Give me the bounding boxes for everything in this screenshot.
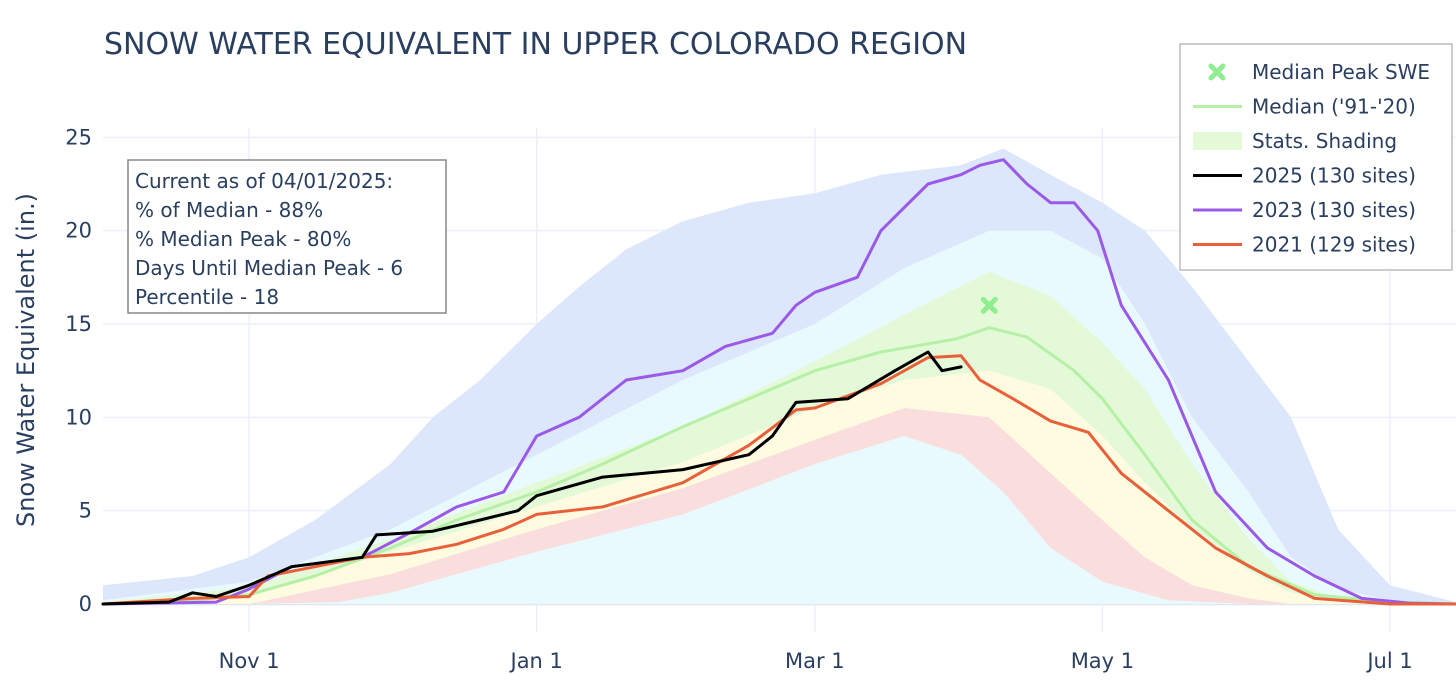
median-peak-markers — [980, 296, 998, 314]
info-box: Current as of 04/01/2025: % of Median - … — [127, 159, 447, 314]
axes: 0 5 10 15 20 25 Nov 1 Jan 1 Mar 1 May 1 Jul 1 — [65, 125, 1412, 673]
legend-swatch — [1208, 63, 1226, 81]
legend-label: 2023 (130 sites) — [1252, 198, 1416, 222]
y-tick-label: 10 — [65, 405, 92, 429]
legend: Median Peak SWE Median ('91-'20) Stats. Sh… — [1179, 43, 1453, 271]
info-line: Percentile - 18 — [135, 285, 279, 309]
info-line: Current as of 04/01/2025: — [135, 169, 393, 193]
legend-label: 2025 (130 sites) — [1252, 164, 1416, 188]
y-axis-label: Snow Water Equivalent (in.) — [12, 193, 40, 527]
median-peak-marker — [980, 296, 998, 314]
y-tick-label: 25 — [65, 125, 92, 149]
series-line — [101, 350, 963, 606]
chart-title: SNOW WATER EQUIVALENT IN UPPER COLORADO … — [104, 27, 967, 62]
x-tick-label: May 1 — [1071, 649, 1134, 673]
legend-label: Median ('91-'20) — [1252, 95, 1416, 119]
legend-label: Stats. Shading — [1252, 129, 1397, 153]
stats-band — [103, 271, 1456, 604]
stats-band — [103, 408, 1456, 604]
series-lines — [101, 158, 1456, 606]
x-tick-label: Nov 1 — [219, 649, 280, 673]
info-line: Days Until Median Peak - 6 — [135, 256, 403, 280]
y-tick-label: 15 — [65, 312, 92, 336]
stats-bands — [103, 148, 1456, 604]
legend-label: Median Peak SWE — [1252, 60, 1430, 84]
x-tick-label: Mar 1 — [785, 649, 845, 673]
y-tick-label: 5 — [79, 499, 92, 523]
y-tick-label: 0 — [79, 592, 92, 616]
legend-label: 2021 (129 sites) — [1252, 233, 1416, 257]
legend-swatch — [1193, 132, 1242, 150]
stats-band — [103, 370, 1456, 604]
x-tick-label: Jul 1 — [1365, 649, 1412, 673]
y-tick-label: 20 — [65, 219, 92, 243]
x-tick-label: Jan 1 — [509, 649, 563, 673]
series-line — [101, 158, 1456, 606]
info-line: % of Median - 88% — [135, 198, 323, 222]
info-line: % Median Peak - 80% — [135, 227, 351, 251]
